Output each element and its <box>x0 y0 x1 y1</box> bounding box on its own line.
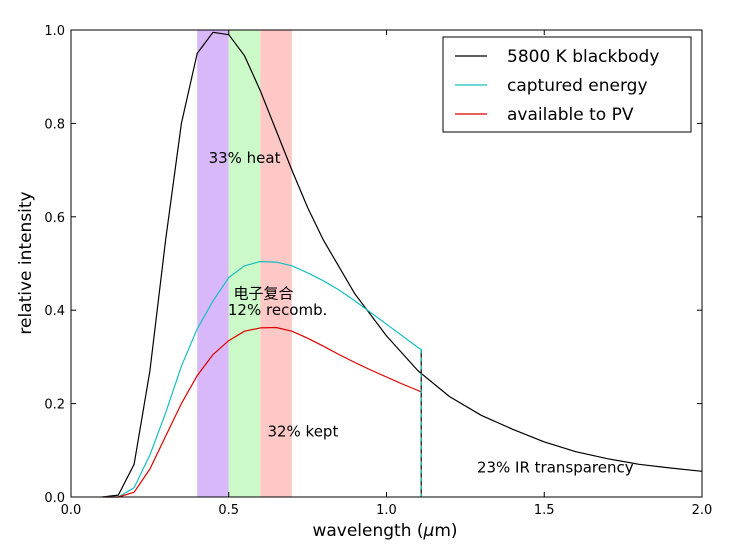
series-line-2 <box>102 326 422 498</box>
y-tick-label: 0.4 <box>44 304 65 319</box>
series-lines <box>102 31 703 498</box>
legend-label-1: captured energy <box>507 76 648 96</box>
legend: 5800 K blackbody captured energy available… <box>442 36 692 133</box>
x-tick-label: 1.0 <box>376 503 397 518</box>
annotation-0: 33% heat <box>209 149 281 167</box>
annotation-2: 12% recomb. <box>228 301 328 319</box>
legend-label-2: available to PV <box>507 105 634 125</box>
band-2 <box>260 30 292 497</box>
annotation-4: 23% IR transparency <box>477 459 634 477</box>
y-tick-label: 1.0 <box>44 24 65 39</box>
x-axis-label: wavelength (μm) <box>312 521 457 541</box>
series-line-0 <box>102 31 703 498</box>
y-tick-label: 0.8 <box>44 117 65 132</box>
legend-label-0: 5800 K blackbody <box>507 47 659 67</box>
axis-ticks: 0.0 0.5 1.0 1.5 2.0 0.0 0.2 0.4 0.6 0.8 1.0 <box>44 24 712 518</box>
band-0 <box>197 30 229 497</box>
y-tick-label: 0.2 <box>44 398 65 413</box>
x-tick-label: 0.5 <box>218 503 239 518</box>
x-tick-label: 2.0 <box>692 503 713 518</box>
y-axis-label: relative intensity <box>16 191 36 334</box>
x-axis-label-unit: m) <box>434 521 457 541</box>
series-line-1 <box>102 261 422 498</box>
annotation-3: 32% kept <box>267 422 338 440</box>
x-axis-label-greek: μ <box>423 521 435 541</box>
band-1 <box>228 30 261 497</box>
x-tick-label: 0.0 <box>61 503 82 518</box>
x-tick-label: 1.5 <box>534 503 555 518</box>
y-tick-label: 0.0 <box>44 491 65 506</box>
y-tick-label: 0.6 <box>44 211 65 226</box>
annotation-1: 电子复合 <box>233 285 293 303</box>
x-axis-label-main: wavelength ( <box>312 521 423 541</box>
